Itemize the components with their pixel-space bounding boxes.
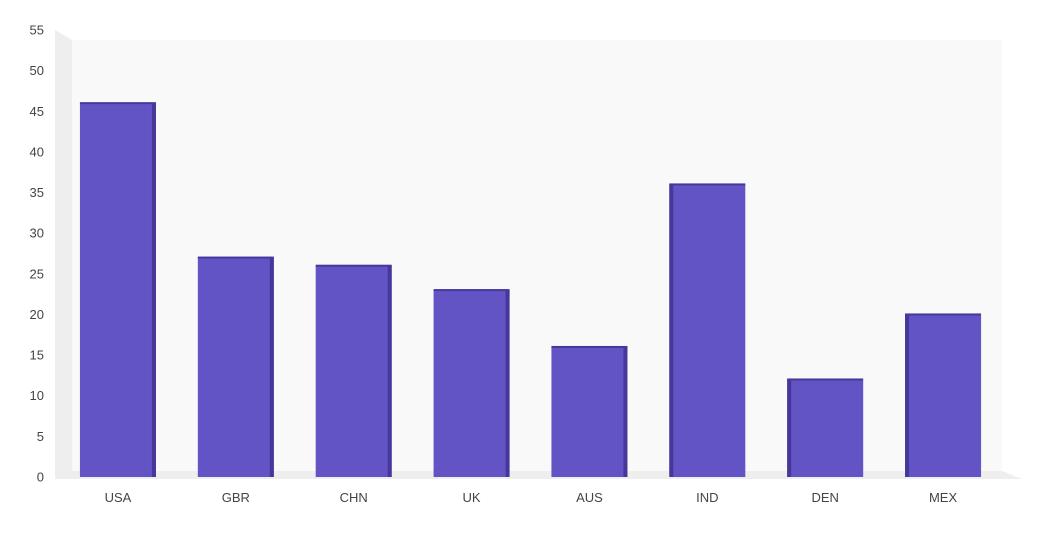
bar-side xyxy=(623,346,628,477)
bar-side xyxy=(151,103,156,478)
x-tick-label: IND xyxy=(696,490,718,505)
x-tick-label: GBR xyxy=(222,490,250,505)
bar-side xyxy=(269,257,274,477)
plot-floor xyxy=(55,471,1022,479)
y-tick-label: 10 xyxy=(30,388,44,403)
bar-uk xyxy=(433,289,510,477)
bar xyxy=(905,314,982,477)
y-tick-label: 50 xyxy=(30,63,44,78)
bar-top xyxy=(787,378,864,381)
bar xyxy=(433,290,510,477)
x-tick-label: MEX xyxy=(929,490,958,505)
x-axis: USA GBR CHN UK AUS IND DEN MEX xyxy=(105,490,958,505)
bar-top xyxy=(197,256,274,259)
y-tick-label: 40 xyxy=(30,144,44,159)
bar-den xyxy=(787,378,864,477)
bar xyxy=(787,379,864,477)
bar-usa xyxy=(79,102,156,478)
bar xyxy=(315,265,392,477)
bars xyxy=(79,102,982,478)
bar-side xyxy=(787,379,792,477)
x-tick-label: DEN xyxy=(811,490,838,505)
bar-aus xyxy=(551,345,628,477)
y-tick-label: 5 xyxy=(37,429,44,444)
bar-top xyxy=(905,313,982,316)
y-tick-label: 20 xyxy=(30,307,44,322)
x-tick-label: UK xyxy=(463,490,481,505)
y-axis: 0 5 10 15 20 25 30 35 40 45 50 55 xyxy=(30,23,44,485)
y-tick-label: 55 xyxy=(30,23,44,38)
y-tick-label: 30 xyxy=(30,226,44,241)
bar-top xyxy=(669,183,746,186)
bar xyxy=(669,184,746,477)
plot-left-wall xyxy=(55,30,72,477)
y-tick-label: 0 xyxy=(37,470,44,485)
bar-top xyxy=(79,102,156,105)
x-tick-label: CHN xyxy=(340,490,368,505)
x-tick-label: AUS xyxy=(576,490,603,505)
bar-side xyxy=(905,314,910,477)
bar-top xyxy=(551,345,628,348)
bar xyxy=(79,103,156,478)
bar-side xyxy=(669,184,674,477)
y-tick-label: 45 xyxy=(30,104,44,119)
bar-side xyxy=(387,265,392,477)
bar-top xyxy=(315,264,392,267)
bar-side xyxy=(505,290,510,477)
bar xyxy=(551,346,628,477)
bar-chn xyxy=(315,264,392,477)
bar xyxy=(197,257,274,477)
y-tick-label: 25 xyxy=(30,266,44,281)
x-tick-label: USA xyxy=(105,490,132,505)
bar-top xyxy=(433,289,510,292)
bar-mex xyxy=(905,313,982,477)
bar-ind xyxy=(669,183,746,477)
bar-gbr xyxy=(197,256,274,477)
y-tick-label: 35 xyxy=(30,185,44,200)
y-tick-label: 15 xyxy=(30,348,44,363)
